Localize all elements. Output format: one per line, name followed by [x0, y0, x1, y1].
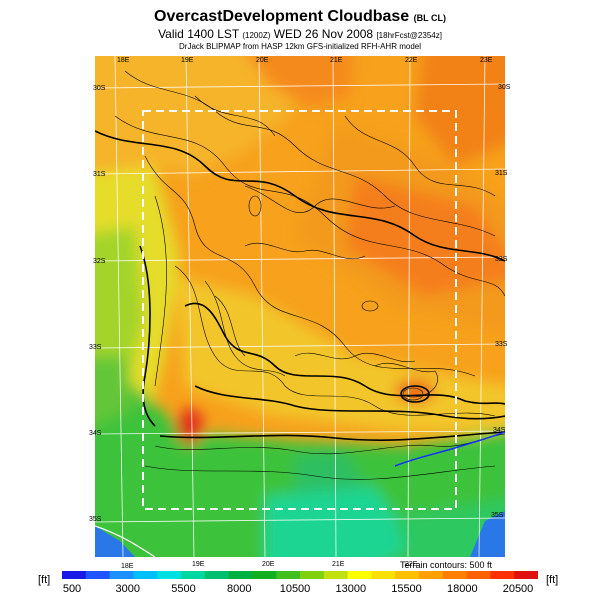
cloudbase-map — [95, 56, 505, 557]
lat-tick-left-33s: 33S — [89, 344, 102, 351]
lon-tick-bottom-21e: 21E — [332, 561, 345, 568]
colorbar-swatch — [419, 571, 444, 579]
lon-tick-bottom-22e: 22E — [405, 561, 418, 568]
inner-domain-box — [142, 110, 457, 510]
colorbar-swatch — [466, 571, 491, 579]
lon-tick-top-19e: 19E — [181, 57, 194, 64]
title-tag: (BL CL) — [413, 13, 446, 23]
colorbar-swatch — [181, 571, 206, 579]
valid-fcst: [18hrFcst@2354z] — [376, 31, 442, 40]
valid-date: WED 26 Nov 2008 — [273, 27, 374, 41]
lat-tick-left-34s: 34S — [89, 430, 102, 437]
ocean-sw — [95, 526, 135, 557]
colorbar-swatch — [300, 571, 325, 579]
graticule — [95, 56, 505, 557]
colorbar-label: 500 — [62, 583, 82, 595]
valid-label: Valid 1400 LST — [158, 27, 240, 41]
colorbar-swatch — [514, 571, 538, 579]
colorbar — [62, 571, 538, 579]
lat-tick-left-32s: 32S — [93, 258, 106, 265]
colorbar-label: 3000 — [115, 583, 141, 595]
map-title: OvercastDevelopment Cloudbase (BL CL) — [0, 8, 600, 26]
lat-tick-right-30s: 30S — [498, 84, 511, 91]
terrain-contours — [114, 70, 505, 480]
lat-tick-right-31s: 31S — [495, 170, 508, 177]
colorbar-label: 13000 — [335, 583, 367, 595]
colorbar-label: 10500 — [279, 583, 311, 595]
colorbar-swatch — [109, 571, 134, 579]
lat-tick-right-33s: 33S — [495, 341, 508, 348]
colorbar-swatch — [133, 571, 158, 579]
colorbar-swatch — [85, 571, 111, 579]
colorbar-swatch — [442, 571, 468, 579]
colorbar-label: 18000 — [447, 583, 478, 595]
model-credit: DrJack BLIPMAP from HASP 12km GFS-initia… — [179, 42, 421, 51]
terrain-contour-note: Terrain contours: 500 ft — [400, 560, 493, 570]
colorbar-unit-left: [ft] — [38, 574, 51, 586]
lat-tick-left-31s: 31S — [93, 171, 106, 178]
colorbar-swatch — [371, 571, 396, 579]
lat-tick-left-30s: 30S — [93, 85, 106, 92]
valid-time-line: Valid 1400 LST (1200Z) WED 26 Nov 2008 [… — [0, 27, 600, 41]
lon-tick-top-18e: 18E — [117, 57, 130, 64]
colorbar-swatch — [395, 571, 420, 579]
coastline-south — [394, 431, 505, 467]
colorbar-swatch — [228, 571, 253, 579]
colorbar-swatch — [157, 571, 182, 579]
colorbar-swatch — [347, 571, 372, 579]
lon-tick-bottom-18e: 18E — [121, 563, 134, 570]
colorbar-unit-right: [ft] — [546, 574, 559, 586]
lon-tick-top-21e: 21E — [330, 57, 343, 64]
colorbar-label: 5500 — [171, 583, 196, 595]
lat-tick-right-34s: 34S — [493, 427, 506, 434]
colorbar-swatch — [323, 571, 349, 579]
lon-tick-top-23e: 23E — [480, 57, 493, 64]
lat-tick-right-32s: 32S — [495, 256, 508, 263]
bold-contours — [95, 130, 505, 441]
title-main: OvercastDevelopment Cloudbase — [154, 8, 410, 25]
lat-tick-right-35s: 35S — [491, 512, 504, 519]
colorbar-swatch — [252, 571, 277, 579]
colorbar-label: 20500 — [502, 583, 534, 595]
lon-tick-bottom-19e: 19E — [192, 561, 205, 568]
colorbar-swatch — [490, 571, 515, 579]
lon-tick-top-20e: 20E — [256, 57, 269, 64]
colorbar-swatch — [204, 571, 230, 579]
lon-tick-top-22e: 22E — [405, 57, 418, 64]
colorbar-label: 15500 — [391, 583, 422, 595]
colorbar-swatch — [62, 571, 87, 579]
colorbar-swatch — [276, 571, 301, 579]
colorbar-label: 8000 — [227, 583, 252, 595]
coastline-west — [95, 525, 156, 557]
lon-tick-bottom-20e: 20E — [262, 561, 275, 568]
valid-utc: (1200Z) — [242, 31, 271, 40]
lat-tick-left-35s: 35S — [89, 516, 102, 523]
